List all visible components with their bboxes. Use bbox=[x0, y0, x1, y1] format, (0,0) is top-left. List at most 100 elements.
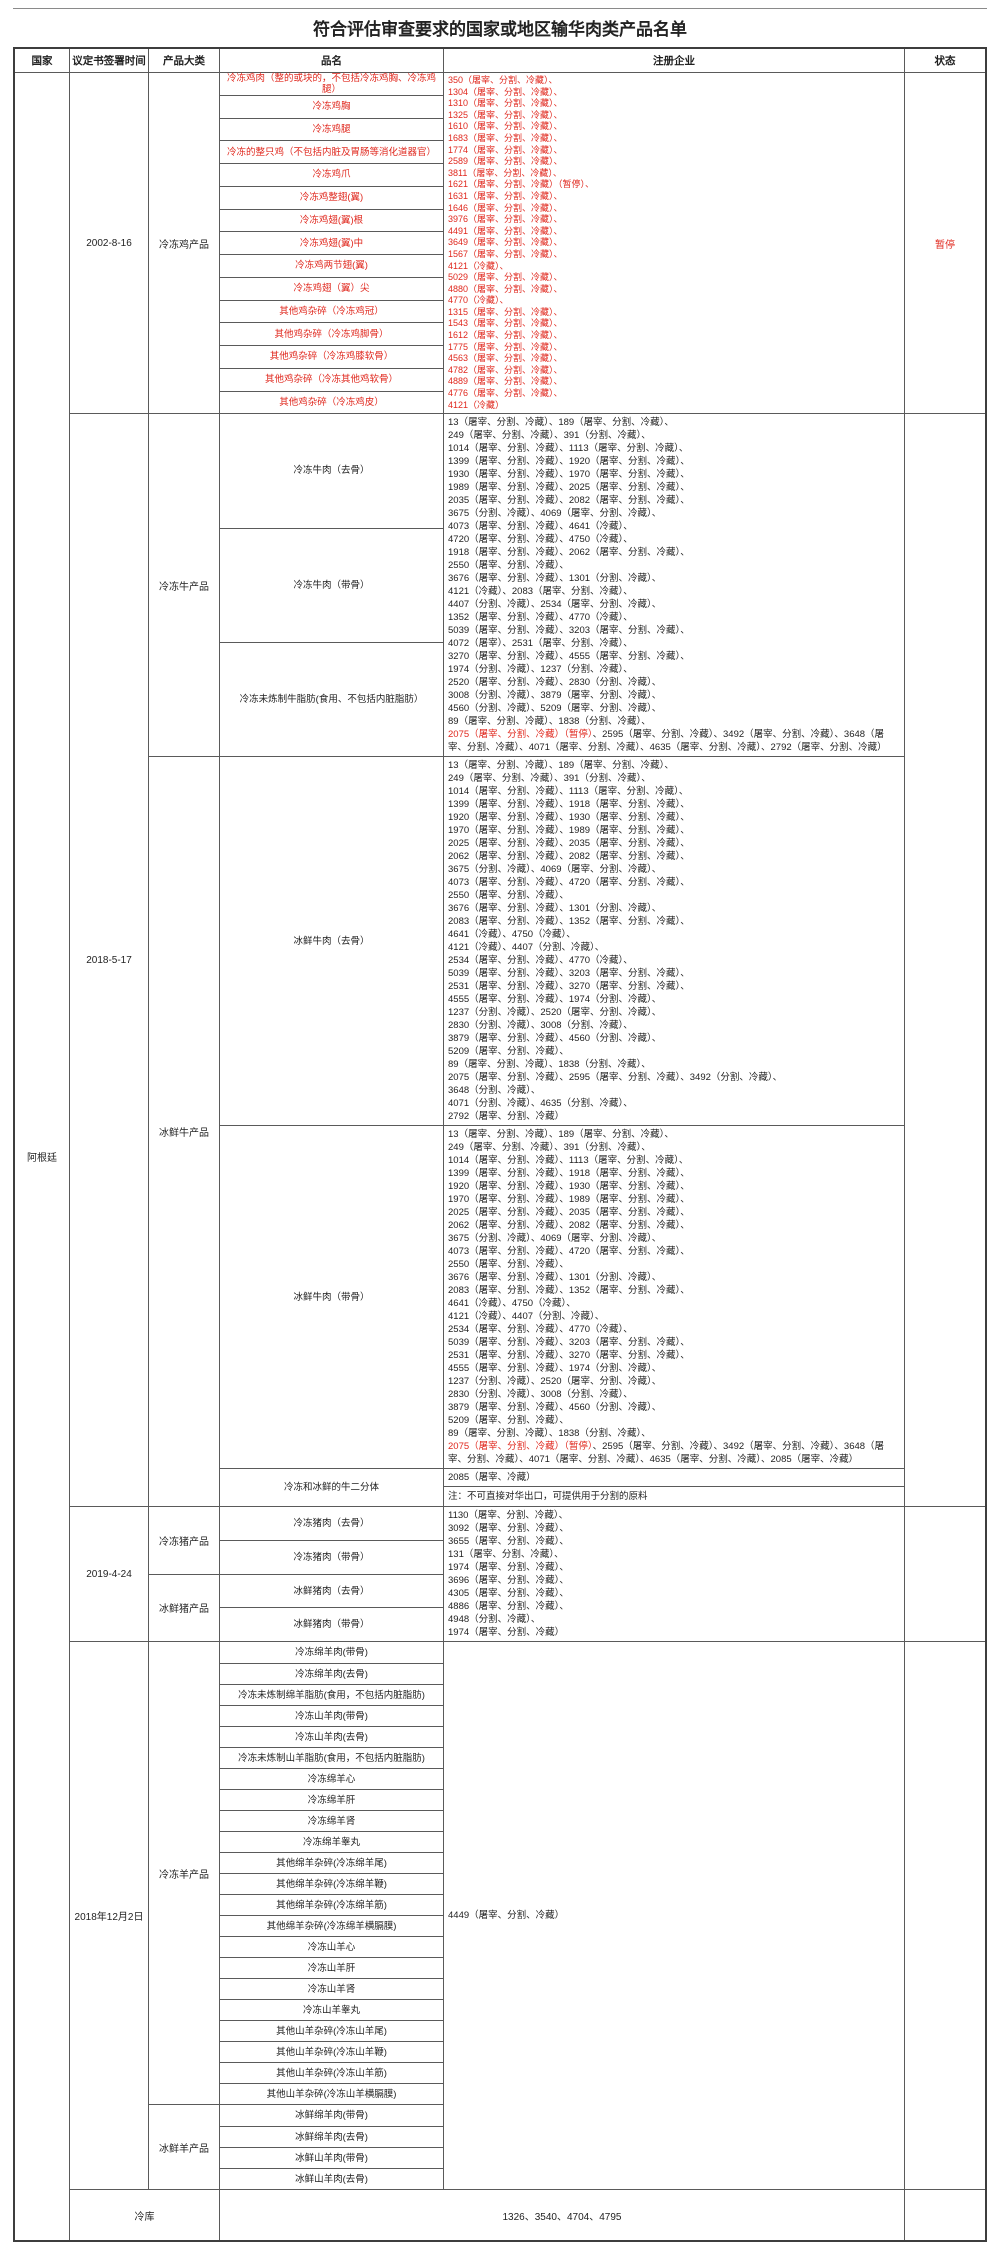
enterprise-line: 2062（屠宰、分割、冷藏）、2082（屠宰、分割、冷藏）、 bbox=[448, 850, 900, 863]
enterprise-text: 1646（屠宰、分割、冷藏）、 bbox=[448, 202, 563, 213]
product-name: 其他山羊杂碎(冷冻山羊鞭) bbox=[276, 2046, 387, 2058]
enterprise-text: 3675（分割、冷藏）、4069（屠宰、分割、冷藏）、 bbox=[448, 508, 662, 520]
product-name-cell: 冷冻山羊睾丸 bbox=[220, 1999, 444, 2021]
enterprise-line: 2083（屠宰、分割、冷藏）、1352（屠宰、分割、冷藏）、 bbox=[448, 915, 900, 928]
enterprise-line: 2792（屠宰、分割、冷藏） bbox=[448, 1110, 900, 1123]
enterprise-line: 1610（屠宰、分割、冷藏）、 bbox=[448, 121, 900, 133]
product-name: 冷冻绵羊肾 bbox=[307, 1815, 356, 1827]
product-list: 冰鲜绵羊肉(带骨) 冰鲜绵羊肉(去骨) 冰鲜山羊肉(带骨) 冰鲜山羊肉(去骨) bbox=[220, 2105, 444, 2190]
enterprise-line: 2075（屠宰、分割、冷藏）、2595（屠宰、分割、冷藏）、3492（分割、冷藏… bbox=[448, 1071, 900, 1084]
section-frozen-chicken: 2002-8-16 冷冻鸡产品 冷冻鸡肉（整的或块的，不包括冷冻鸡胸、冷冻鸡腿） 冷冻… bbox=[70, 73, 985, 415]
category-product-grid: 冷冻猪产品 冷冻猪肉（去骨） 冷冻猪肉（带骨） 冰鲜猪产品 冰鲜猪肉（去骨） 冰鲜猪肉（带… bbox=[149, 1507, 444, 1642]
product-name-cell: 其他绵羊杂碎(冷冻绵羊筋) bbox=[220, 1894, 444, 1916]
enterprise-text: 2083（屠宰、分割、冷藏）、1352（屠宰、分割、冷藏）、 bbox=[448, 1285, 690, 1297]
product-name: 其他绵羊杂碎(冷冻绵羊鞭) bbox=[276, 1878, 387, 1890]
enterprise-line: 3092（屠宰、分割、冷藏）、 bbox=[448, 1522, 900, 1535]
enterprise-line: 1683（屠宰、分割、冷藏）、 bbox=[448, 133, 900, 145]
enterprise-text: 2075（屠宰、分割、冷藏）（暂停） bbox=[448, 1441, 593, 1453]
product-name: 冷冻猪肉（去骨） bbox=[293, 1518, 370, 1530]
enterprise-text: 1130（屠宰、分割、冷藏）、 bbox=[448, 1510, 569, 1522]
enterprise-text: 4776（屠宰、分割、冷藏）、 bbox=[448, 388, 563, 399]
enterprise-line: 1774（屠宰、分割、冷藏）、 bbox=[448, 145, 900, 157]
product-name-cell: 冷冻牛肉（带骨） bbox=[220, 527, 444, 642]
category-cell: 冰鲜羊产品 bbox=[149, 2105, 220, 2190]
product-name-cell: 其他绵羊杂碎(冷冻绵羊鞭) bbox=[220, 1873, 444, 1895]
product-name-cell: 冷冻山羊肝 bbox=[220, 1957, 444, 1979]
enterprise-text: 1567（屠宰、分割、冷藏）、 bbox=[448, 248, 563, 259]
product-name-cell: 冷冻未炼制牛脂肪(食用、不包括内脏脂肪） bbox=[220, 641, 444, 757]
enterprise-text: 1237（分割、冷藏）、2520（屠宰、分割、冷藏）、 bbox=[448, 1007, 662, 1019]
enterprise-line: 2550（屠宰、分割、冷藏）、 bbox=[448, 889, 900, 902]
enterprise-line: 1237（分割、冷藏）、2520（屠宰、分割、冷藏）、 bbox=[448, 1006, 900, 1019]
enterprise-text: 4491（屠宰、分割、冷藏）、 bbox=[448, 225, 563, 236]
product-list: 冷冻鸡肉（整的或块的，不包括冷冻鸡胸、冷冻鸡腿） 冷冻鸡胸 冷冻鸡腿 冷冻的整只鸡（不… bbox=[220, 73, 444, 414]
enterprise-line: 4407（分割、冷藏）、2534（屠宰、分割、冷藏）、 bbox=[448, 598, 900, 611]
enterprise-line: 1920（屠宰、分割、冷藏）、1930（屠宰、分割、冷藏）、 bbox=[448, 811, 900, 824]
enterprise-line: 1325（屠宰、分割、冷藏）、 bbox=[448, 110, 900, 122]
product-name: 冷冻鸡整翅(翼) bbox=[299, 192, 364, 204]
enterprise-text: 3008（分割、冷藏）、3879（屠宰、分割、冷藏）、 bbox=[448, 690, 662, 702]
enterprise-text: 2531（屠宰、分割、冷藏）、3270（屠宰、分割、冷藏）、 bbox=[448, 981, 690, 993]
product-row: 冷冻和冰鲜的牛二分体 2085（屠宰、冷藏） 注：不可直接对华出口，可提供用于分割的… bbox=[220, 1468, 904, 1507]
category-group: 冰鲜羊产品 冰鲜绵羊肉(带骨) 冰鲜绵羊肉(去骨) 冰鲜山羊肉(带骨) 冰鲜山羊肉(去骨… bbox=[149, 2104, 444, 2190]
enterprise-line: 4305（屠宰、分割、冷藏）、 bbox=[448, 1587, 900, 1600]
enterprise-text: 2083（屠宰、分割、冷藏）、1352（屠宰、分割、冷藏）、 bbox=[448, 916, 690, 928]
cold-storage-row: 冷库 1326、3540、4704、4795 bbox=[70, 2190, 985, 2241]
enterprise-text: 1543（屠宰、分割、冷藏）、 bbox=[448, 318, 563, 329]
enterprise-line: 1567（屠宰、分割、冷藏）、 bbox=[448, 249, 900, 261]
product-name-cell: 冷冻鸡翅（翼）尖 bbox=[220, 276, 444, 300]
enterprise-line: 4072（屠宰）、2531（屠宰、分割、冷藏）、 bbox=[448, 637, 900, 650]
enterprise-line: 2035（屠宰、分割、冷藏）、2082（屠宰、分割、冷藏）、 bbox=[448, 494, 900, 507]
enterprise-line: 1014（屠宰、分割、冷藏）、1113（屠宰、分割、冷藏）、 bbox=[448, 785, 900, 798]
enterprise-line: 2830（分割、冷藏）、3008（分割、冷藏）、 bbox=[448, 1388, 900, 1401]
product-name: 冷冻山羊肉(带骨) bbox=[295, 1710, 368, 1722]
enterprise-line: 2083（屠宰、分割、冷藏）、1352（屠宰、分割、冷藏）、 bbox=[448, 1284, 900, 1297]
enterprise-text: 1918（屠宰、分割、冷藏）、2062（屠宰、分割、冷藏）、 bbox=[448, 547, 690, 559]
enterprise-text: 1612（屠宰、分割、冷藏）、 bbox=[448, 330, 563, 341]
enterprise-line: 4889（屠宰、分割、冷藏）、 bbox=[448, 376, 900, 388]
enterprise-line: 3655（屠宰、分割、冷藏）、 bbox=[448, 1535, 900, 1548]
enterprise-text: 4407（分割、冷藏）、2534（屠宰、分割、冷藏）、 bbox=[448, 599, 662, 611]
product-name-cell: 冷冻山羊肉(带骨) bbox=[220, 1705, 444, 1727]
product-name-cell: 冷冻绵羊肝 bbox=[220, 1789, 444, 1811]
enterprise-line: 1399（屠宰、分割、冷藏）、1920（屠宰、分割、冷藏）、 bbox=[448, 455, 900, 468]
enterprise-line: 2520（屠宰、分割、冷藏）、2830（分割、冷藏）、 bbox=[448, 676, 900, 689]
enterprise-text: 1974（屠宰、分割、冷藏） bbox=[448, 1627, 565, 1639]
product-name-cell: 其他绵羊杂碎(冷冻绵羊横膈膜) bbox=[220, 1915, 444, 1937]
enterprise-line: 4770（冷藏）、 bbox=[448, 295, 900, 307]
enterprise-text: 1399（屠宰、分割、冷藏）、1918（屠宰、分割、冷藏）、 bbox=[448, 1168, 690, 1180]
enterprise-line: 89（屠宰、分割、冷藏）、1838（分割、冷藏）、 bbox=[448, 1058, 900, 1071]
enterprise-text: 4121（冷藏）、4407（分割、冷藏）、 bbox=[448, 942, 605, 954]
enterprise-line: 1989（屠宰、分割、冷藏）、2025（屠宰、分割、冷藏）、 bbox=[448, 481, 900, 494]
enterprise-cell: 13（屠宰、分割、冷藏）、189（屠宰、分割、冷藏）、 249（屠宰、分割、冷藏）… bbox=[444, 414, 904, 756]
col-header-protocol-date: 议定书签署时间 bbox=[70, 49, 149, 72]
enterprise-text: 5209（屠宰、分割、冷藏）、 bbox=[448, 1415, 569, 1427]
product-name: 其他绵羊杂碎(冷冻绵羊筋) bbox=[276, 1899, 387, 1911]
enterprise-text: 249（屠宰、分割、冷藏）、391（分割、冷藏）、 bbox=[448, 773, 651, 785]
category-cell: 冰鲜牛产品 bbox=[149, 757, 220, 1507]
product-list: 冷冻绵羊肉(带骨) 冷冻绵羊肉(去骨) 冷冻未炼制绵羊脂肪(食用，不包括内脏脂肪) 冷… bbox=[220, 1642, 444, 2105]
enterprise-text: 1920（屠宰、分割、冷藏）、1930（屠宰、分割、冷藏）、 bbox=[448, 812, 690, 824]
product-name-cell: 冷冻绵羊肾 bbox=[220, 1810, 444, 1832]
product-name-cell: 冷冻鸡肉（整的或块的，不包括冷冻鸡胸、冷冻鸡腿） bbox=[220, 73, 444, 95]
enterprise-text: 4555（屠宰、分割、冷藏）、1974（分割、冷藏）、 bbox=[448, 994, 662, 1006]
enterprise-line: 4880（屠宰、分割、冷藏）、 bbox=[448, 284, 900, 296]
protocol-date-cell: 2018-5-17 bbox=[70, 414, 149, 1507]
enterprise-text: 13（屠宰、分割、冷藏）、189（屠宰、分割、冷藏）、 bbox=[448, 760, 674, 772]
enterprise-line: 1974（屠宰、分割、冷藏） bbox=[448, 1626, 900, 1639]
product-name-cell: 冷冻未炼制绵羊脂肪(食用，不包括内脏脂肪) bbox=[220, 1684, 444, 1706]
enterprise-text: 2035（屠宰、分割、冷藏）、2082（屠宰、分割、冷藏）、 bbox=[448, 495, 690, 507]
enterprise-line: 1631（屠宰、分割、冷藏）、 bbox=[448, 191, 900, 203]
product-name-cell: 冷冻山羊肾 bbox=[220, 1978, 444, 2000]
enterprise-line: 13（屠宰、分割、冷藏）、189（屠宰、分割、冷藏）、 bbox=[448, 759, 900, 772]
enterprise-text: 、2595（屠宰、分割、冷藏）、3492（屠宰、分割、冷藏）、3648（屠宰、分… bbox=[448, 729, 887, 754]
product-name: 冷冻鸡爪 bbox=[312, 169, 351, 181]
enterprise-line: 1918（屠宰、分割、冷藏）、2062（屠宰、分割、冷藏）、 bbox=[448, 546, 900, 559]
product-name-cell: 冷冻绵羊心 bbox=[220, 1768, 444, 1790]
enterprise-text: 4071（分割、冷藏）、4635（分割、冷藏）、 bbox=[448, 1098, 633, 1110]
product-name-cell: 其他山羊杂碎(冷冻山羊横膈膜) bbox=[220, 2083, 444, 2105]
enterprise-text: 2025（屠宰、分割、冷藏）、2035（屠宰、分割、冷藏）、 bbox=[448, 1207, 690, 1219]
enterprise-line: 3008（分割、冷藏）、3879（屠宰、分割、冷藏）、 bbox=[448, 689, 900, 702]
enterprise-text: 1310（屠宰、分割、冷藏）、 bbox=[448, 98, 563, 109]
enterprise-line: 4121（冷藏）、2083（屠宰、分割、冷藏）、 bbox=[448, 585, 900, 598]
